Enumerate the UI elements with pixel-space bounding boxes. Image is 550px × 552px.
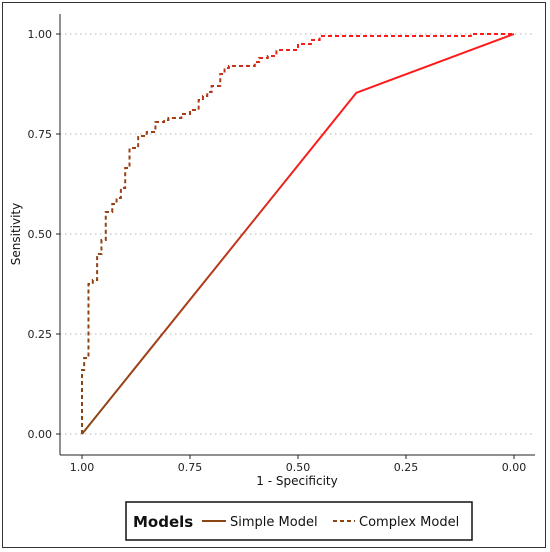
x-tick-label: 0.00 (502, 461, 527, 474)
y-tick-label: 0.75 (28, 128, 53, 141)
grid-lines (60, 33, 535, 435)
x-axis-title: 1 - Specificity (256, 474, 337, 488)
series-line-simple-model (81, 33, 515, 435)
chart-frame (2, 2, 546, 548)
x-axis-ticks: 1.00 0.75 0.50 0.25 0.00 (70, 455, 527, 474)
x-tick-label: 0.75 (178, 461, 203, 474)
y-axis-ticks: 0.00 0.25 0.50 0.75 1.00 (28, 28, 60, 441)
legend-label-complex-model: Complex Model (359, 515, 459, 530)
x-tick-label: 0.50 (286, 461, 311, 474)
y-tick-label: 1.00 (28, 28, 53, 41)
series-layer (81, 33, 515, 435)
legend-box (125, 501, 473, 541)
legend: Models Simple Model Complex Model (125, 501, 473, 541)
y-tick-label: 0.00 (28, 428, 53, 441)
series-line-complex-model (81, 33, 514, 434)
legend-label-simple-model: Simple Model (230, 515, 318, 530)
y-axis-title: Sensitivity (9, 203, 23, 265)
y-tick-label: 0.25 (28, 328, 53, 341)
y-tick-label: 0.50 (28, 228, 53, 241)
legend-title: Models (133, 513, 193, 531)
x-tick-label: 0.25 (394, 461, 419, 474)
x-tick-label: 1.00 (70, 461, 95, 474)
